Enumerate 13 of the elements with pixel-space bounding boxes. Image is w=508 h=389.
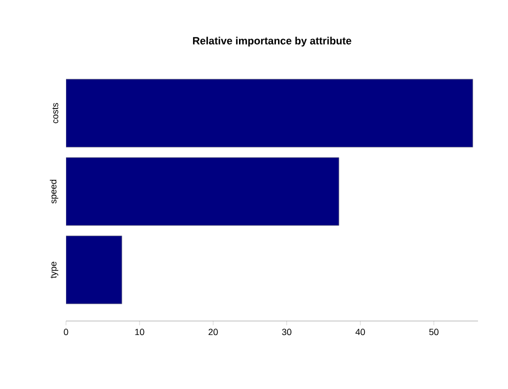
x-tick-label: 0 [64,328,68,336]
x-tick-label: 40 [356,328,365,336]
y-tick-label: costs [52,102,58,124]
x-tick-label: 10 [135,328,144,336]
x-tick-label: 50 [429,328,438,336]
x-tick-label: 20 [208,328,218,336]
bar [66,236,122,304]
bar [66,78,474,148]
bar [66,157,340,226]
chart-title: Relative importance by attribute [193,36,352,47]
x-tick-label: 30 [282,328,292,336]
y-tick-label: speed [50,180,58,204]
y-tick-label: type [50,262,58,278]
